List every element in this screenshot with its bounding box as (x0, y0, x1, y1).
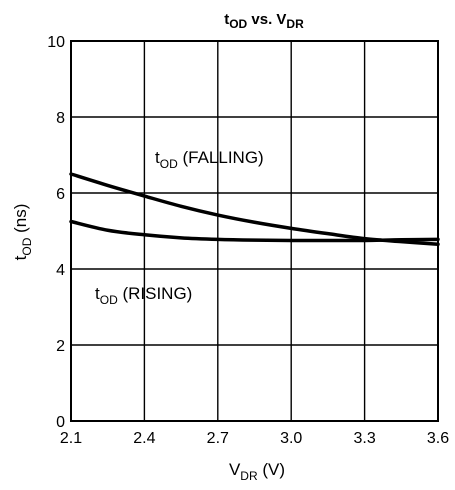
grid (71, 41, 438, 421)
series-label-falling: tOD (FALLING) (155, 148, 264, 171)
tick-labels: 2.1 2.4 2.7 3.0 3.3 3.6 0 2 4 6 8 10 (47, 34, 449, 447)
y-tick-label: 4 (56, 262, 65, 279)
series-label-rising: tOD (RISING) (95, 284, 192, 307)
x-tick-label: 2.7 (207, 430, 229, 447)
y-tick-label: 2 (56, 338, 65, 355)
y-tick-label: 0 (56, 414, 65, 431)
y-axis-label: tOD (ns) (11, 204, 34, 261)
x-tick-label: 2.1 (60, 430, 82, 447)
x-tick-label: 3.3 (353, 430, 375, 447)
x-tick-label: 3.6 (427, 430, 449, 447)
y-tick-label: 10 (47, 34, 65, 51)
x-axis-label: VDR (V) (229, 460, 285, 483)
series-lines (69, 172, 440, 247)
series-line-rising (69, 219, 440, 243)
x-tick-label: 2.4 (133, 430, 155, 447)
plot-frame (70, 40, 439, 422)
y-tick-label: 6 (56, 186, 65, 203)
y-tick-label: 8 (56, 110, 65, 127)
x-tick-label: 3.0 (280, 430, 302, 447)
chart-title: tOD vs. VDR (224, 11, 304, 31)
